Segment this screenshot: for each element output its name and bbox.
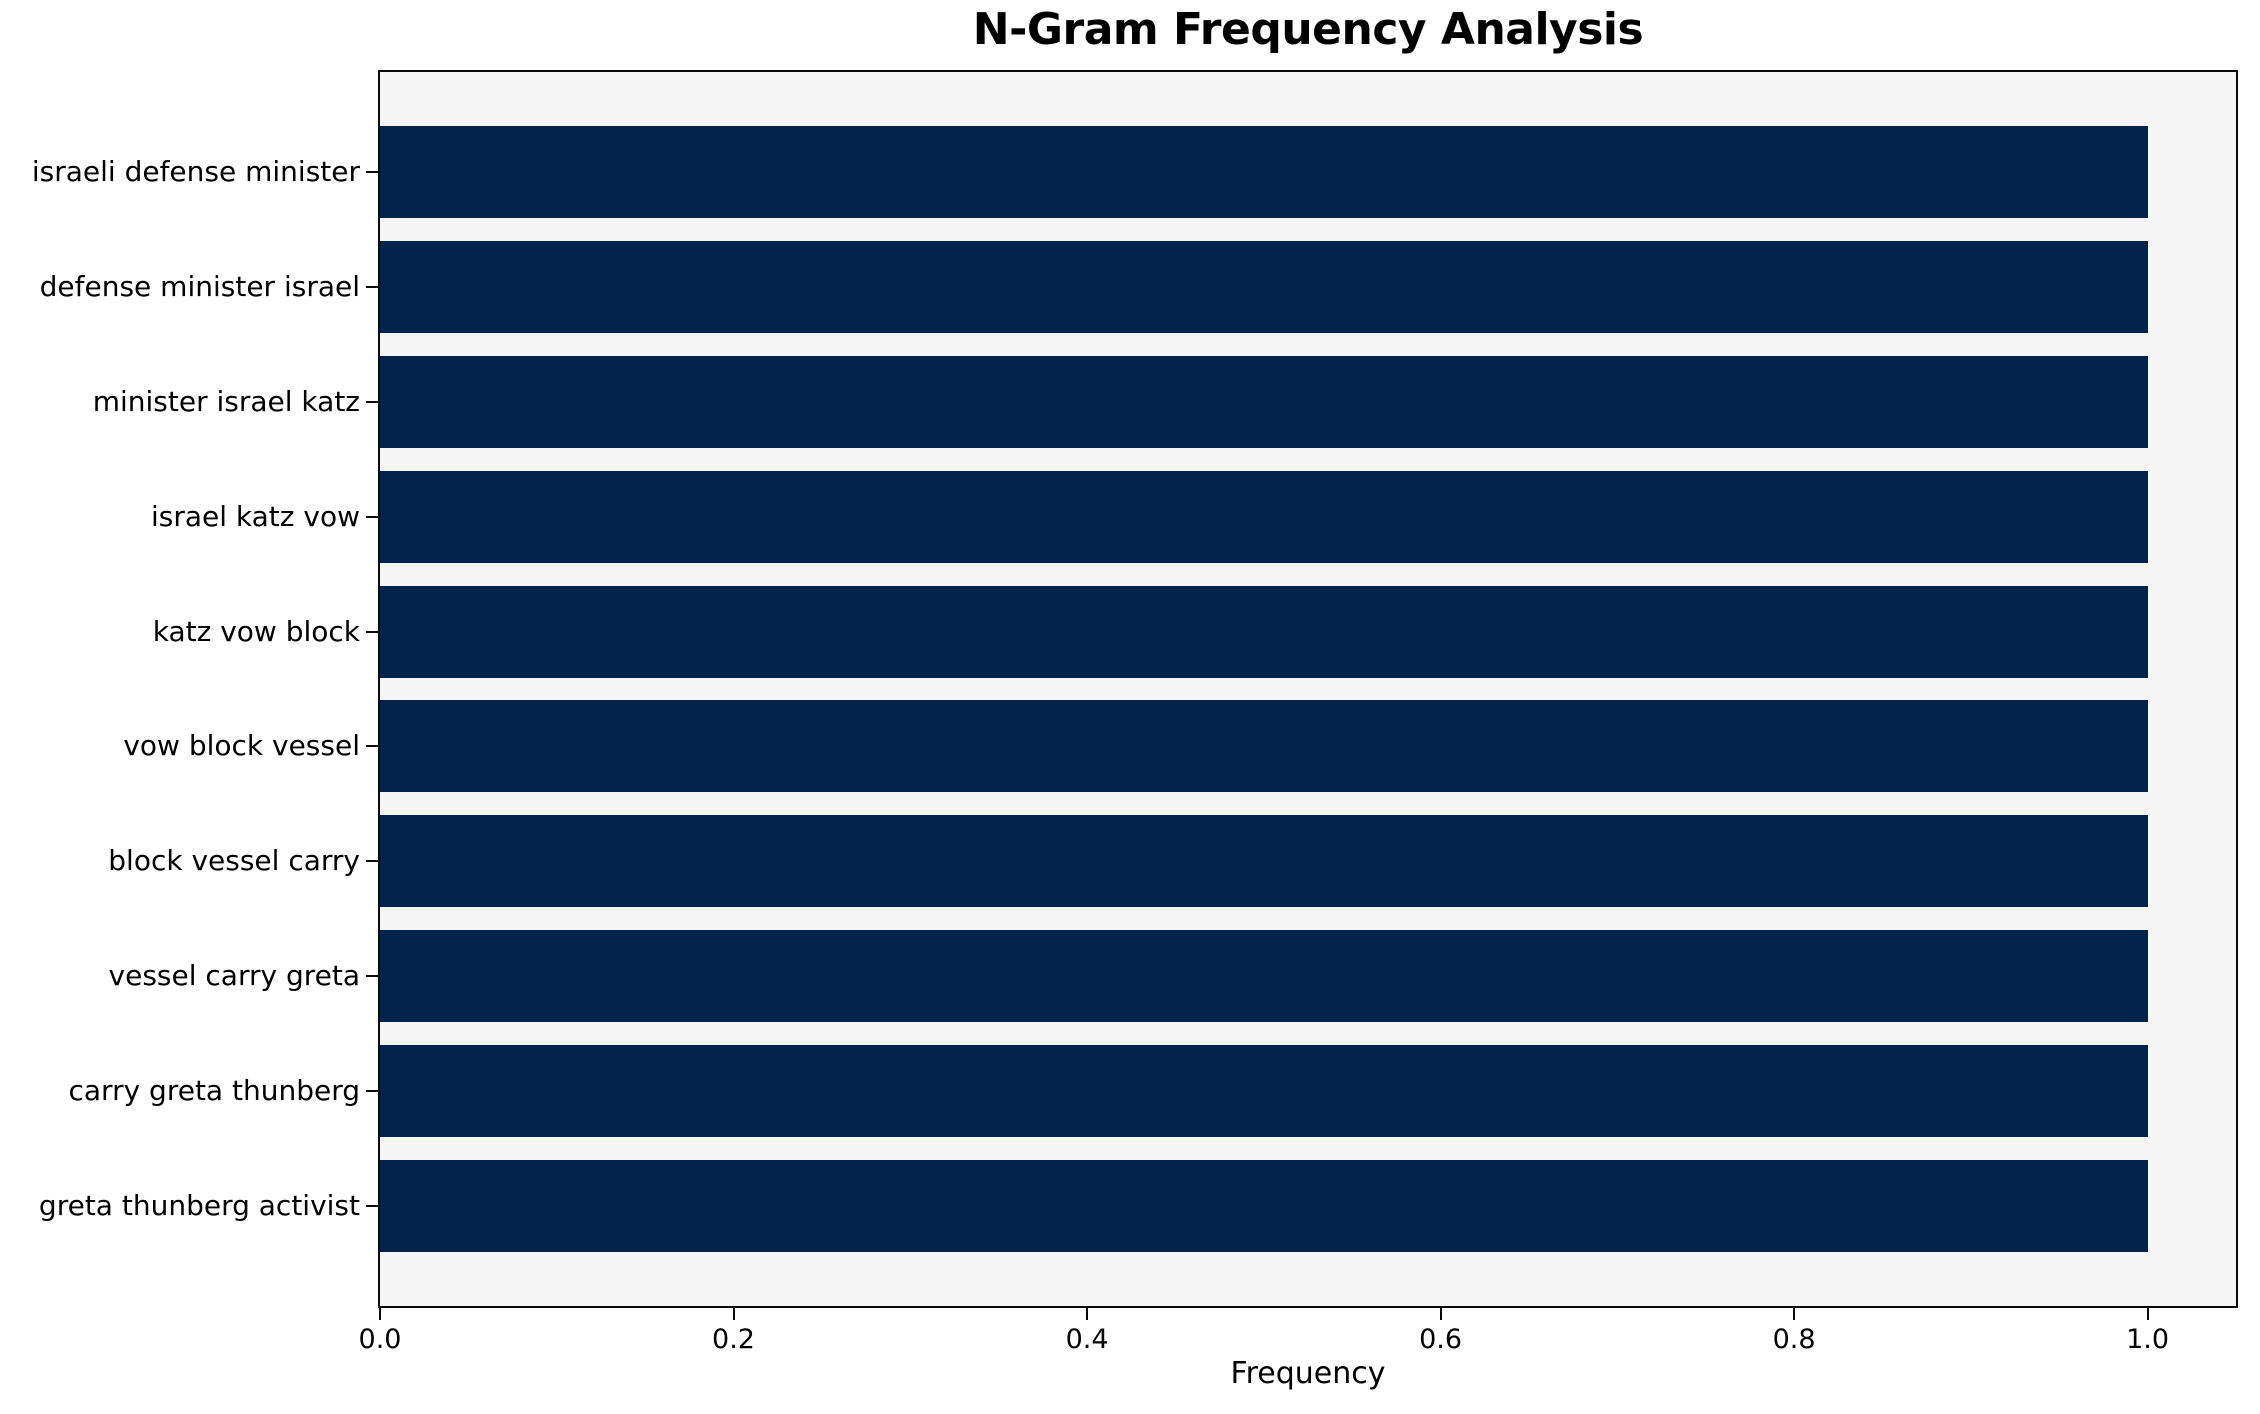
x-tick-mark (1793, 1308, 1796, 1320)
y-tick-label: vessel carry greta (108, 959, 360, 993)
y-tick-mark (366, 286, 378, 289)
x-tick-mark (379, 1308, 381, 1320)
y-tick-mark (366, 400, 378, 403)
x-tick-label: 0.8 (1772, 1324, 1816, 1355)
y-tick-mark (366, 1089, 378, 1092)
bar (380, 355, 2148, 448)
x-tick-label: 1.0 (2126, 1324, 2170, 1355)
bar (380, 241, 2148, 333)
y-tick-label: israel katz vow (150, 499, 360, 533)
y-tick-mark (366, 1204, 378, 1207)
bar (380, 930, 2148, 1023)
bar (380, 126, 2148, 219)
y-tick-mark (366, 630, 378, 633)
x-tick-label: 0.2 (712, 1324, 755, 1355)
bar (380, 470, 2148, 563)
y-tick-mark (366, 745, 378, 748)
x-tick-mark (1086, 1308, 1089, 1320)
x-axis-title: Frequency (1230, 1356, 1386, 1391)
y-tick-label: greta thunberg activist (38, 1188, 360, 1222)
y-tick-label: carry greta thunberg (68, 1073, 361, 1107)
y-tick-label: vow block vessel (123, 729, 360, 763)
y-tick-mark (366, 171, 378, 174)
y-tick-label: defense minister israel (39, 270, 360, 304)
y-tick-mark (366, 975, 378, 978)
bar (380, 700, 2148, 793)
bar (380, 1045, 2148, 1137)
bar (380, 1159, 2148, 1252)
bar (380, 815, 2148, 908)
x-tick-label: 0.6 (1419, 1324, 1463, 1355)
y-tick-mark (366, 515, 378, 518)
bar (380, 585, 2148, 678)
chart-title: N-Gram Frequency Analysis (972, 4, 1644, 55)
x-tick-mark (1439, 1308, 1442, 1320)
x-tick-mark (2146, 1308, 2149, 1320)
plot-area (378, 70, 2238, 1308)
x-tick-label: 0.0 (358, 1324, 402, 1355)
y-tick-label: block vessel carry (108, 844, 360, 878)
x-tick-mark (732, 1308, 735, 1320)
y-tick-label: minister israel katz (92, 384, 360, 418)
y-tick-label: katz vow block (152, 614, 360, 648)
y-tick-mark (366, 860, 378, 863)
y-tick-label: israeli defense minister (31, 155, 360, 189)
x-tick-label: 0.4 (1065, 1324, 1109, 1355)
